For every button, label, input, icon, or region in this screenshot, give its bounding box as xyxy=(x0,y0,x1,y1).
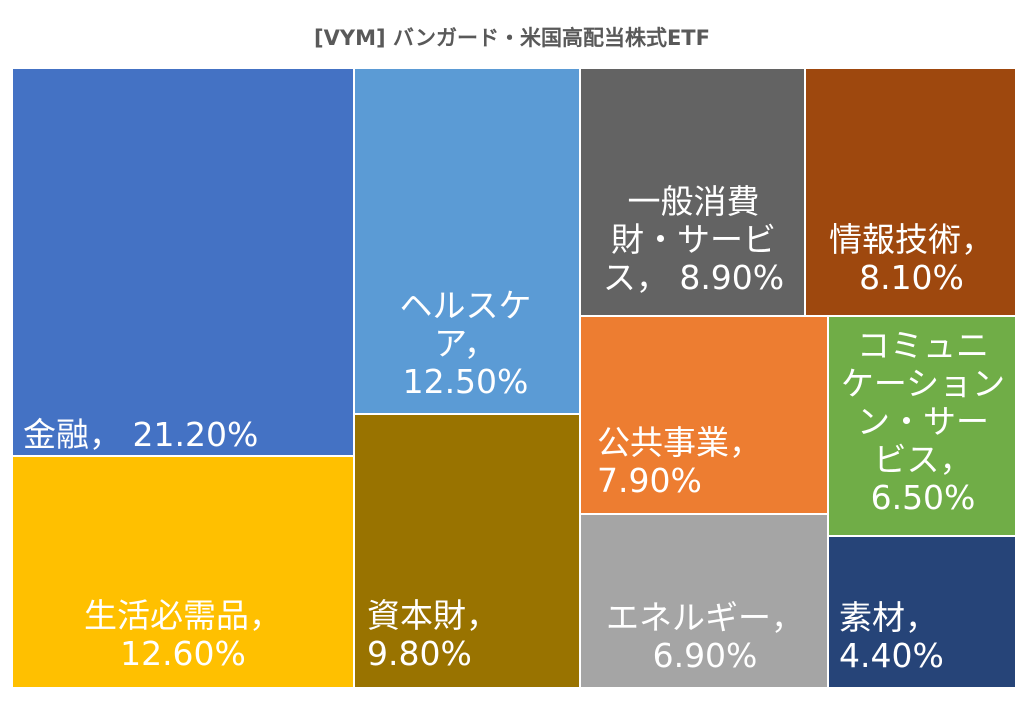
tile-communication: コミュニ ケーション ン・サー ビス， 6.50% xyxy=(828,316,1016,536)
treemap: 金融， 21.20% 生活必需品， 12.60% ヘルスケ ア， 12.50% … xyxy=(12,68,1016,688)
tile-tech-label: 情報技術， 8.10% xyxy=(829,220,994,297)
tile-energy-label: エネルギー， 6.90% xyxy=(606,598,804,675)
tile-communication-label: コミュニ ケーション ン・サー ビス， 6.50% xyxy=(840,326,1006,517)
tile-financials: 金融， 21.20% xyxy=(12,68,354,456)
tile-utilities: 公共事業， 7.90% xyxy=(580,316,828,514)
tile-industrials: 資本財， 9.80% xyxy=(354,414,580,688)
tile-materials-label: 素材， 4.40% xyxy=(839,598,944,675)
tile-energy: エネルギー， 6.90% xyxy=(580,514,828,688)
tile-utilities-label: 公共事業， 7.90% xyxy=(597,423,762,500)
tile-tech: 情報技術， 8.10% xyxy=(805,68,1016,316)
tile-staples: 生活必需品， 12.60% xyxy=(12,456,354,688)
tile-materials: 素材， 4.40% xyxy=(828,536,1016,688)
tile-staples-label: 生活必需品， 12.60% xyxy=(84,596,282,673)
tile-healthcare: ヘルスケ ア， 12.50% xyxy=(354,68,580,414)
tile-discretionary-label: 一般消費 財・サービ ス， 8.90% xyxy=(602,182,785,297)
tile-discretionary: 一般消費 財・サービ ス， 8.90% xyxy=(580,68,805,316)
tile-financials-label: 金融， 21.20% xyxy=(23,415,259,454)
tile-industrials-label: 資本財， 9.80% xyxy=(367,596,499,673)
chart-title: [VYM] バンガード・米国高配当株式ETF xyxy=(314,26,710,50)
tile-healthcare-label: ヘルスケ ア， 12.50% xyxy=(399,286,532,401)
